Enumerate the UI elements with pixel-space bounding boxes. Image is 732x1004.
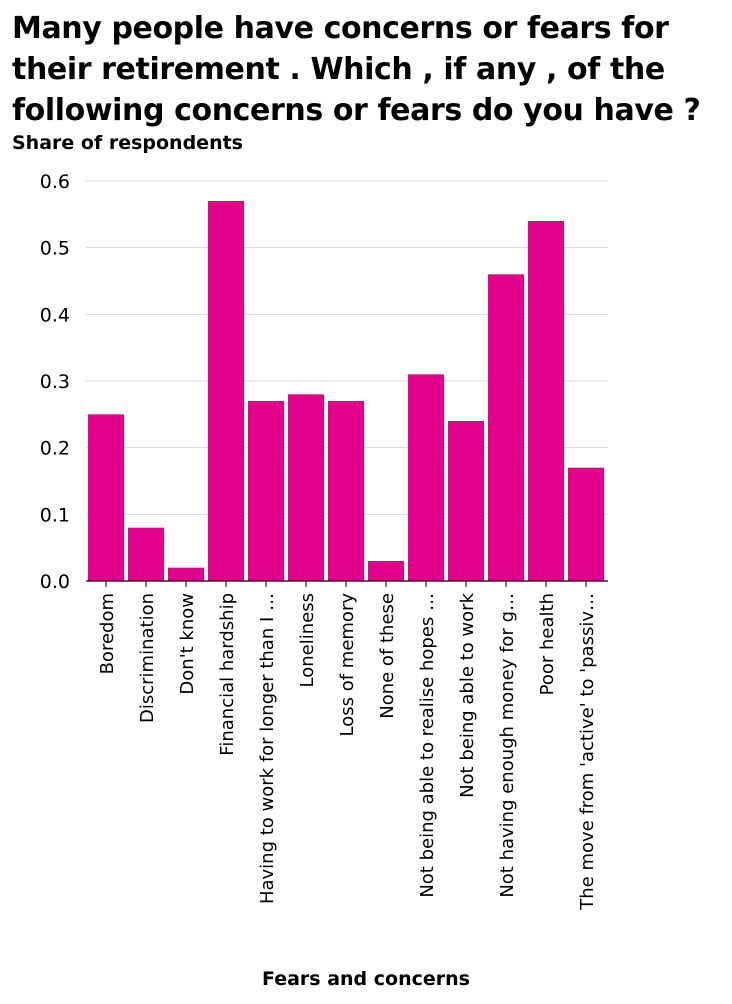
bar (568, 467, 604, 581)
x-tick-label: Not being able to realise hopes … (417, 593, 438, 898)
y-tick-label: 0.2 (40, 438, 70, 460)
x-tick-label: None of these (377, 593, 398, 719)
bar (88, 414, 124, 581)
bar (328, 401, 364, 581)
x-tick-label: Boredom (97, 593, 118, 674)
bar (208, 201, 244, 581)
bar (488, 274, 524, 581)
chart-title: Many people have concerns or fears for t… (12, 11, 701, 128)
x-tick-label: Having to work for longer than I … (257, 593, 278, 904)
y-tick-label: 0.3 (40, 371, 70, 393)
y-tick-label: 0.6 (40, 171, 70, 193)
x-tick-label: Don't know (177, 593, 198, 695)
y-tick-label: 0.4 (40, 304, 70, 326)
bar (168, 567, 204, 581)
bar (368, 561, 404, 581)
y-axis-label: Share of respondents (12, 132, 243, 154)
x-tick-label: The move from 'active' to 'passiv… (577, 593, 598, 911)
y-tick-label: 0.0 (40, 571, 70, 593)
bar (288, 394, 324, 581)
x-tick-label: Loneliness (297, 593, 318, 687)
bar (248, 401, 284, 581)
y-tick-label: 0.5 (40, 238, 70, 260)
bar (448, 421, 484, 581)
x-tick-label: Poor health (537, 593, 558, 695)
bar (128, 527, 164, 581)
x-axis-label: Fears and concerns (262, 968, 470, 990)
y-tick-label: 0.1 (40, 504, 70, 526)
x-tick-label: Financial hardship (217, 593, 238, 756)
bar (528, 221, 564, 581)
x-tick-label: Loss of memory (337, 593, 358, 737)
bar (408, 374, 444, 581)
x-tick-label: Discrimination (137, 593, 158, 723)
x-tick-label: Not having enough money for g… (497, 593, 518, 898)
x-tick-label: Not being able to work (457, 592, 478, 797)
